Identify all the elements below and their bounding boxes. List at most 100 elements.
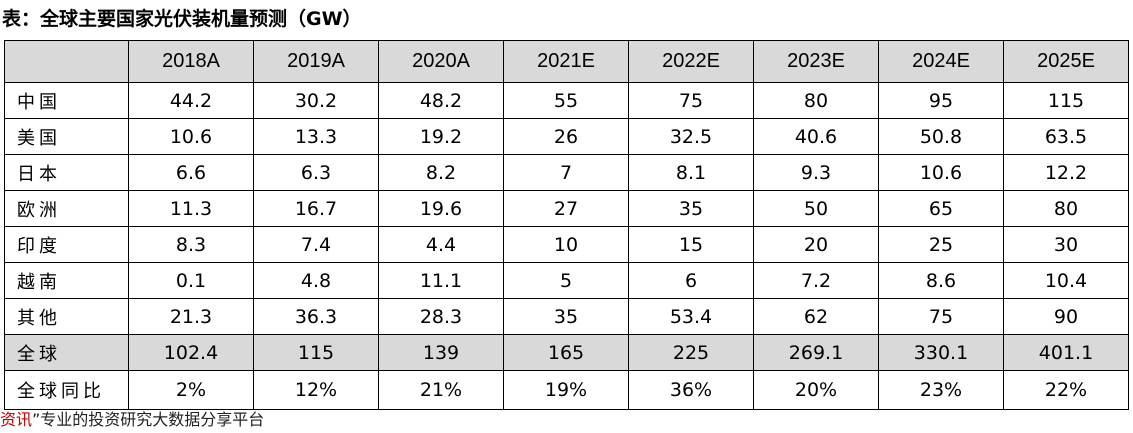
table-cell: 95 [878, 82, 1004, 119]
row-label: 印度 [4, 226, 129, 263]
row-label: 美国 [4, 118, 129, 155]
table-cell: 7.4 [253, 226, 379, 263]
table-cell: 15 [628, 226, 754, 263]
table-cell: 10.4 [1003, 262, 1129, 299]
table-cell: 53.4 [628, 298, 754, 335]
table-cell: 102.4 [128, 334, 254, 371]
table-row: 越南 0.1 4.8 11.1 5 6 7.2 8.6 10.4 [4, 262, 1129, 299]
table-cell: 36.3 [253, 298, 379, 335]
table-cell: 10 [503, 226, 629, 263]
table-cell: 8.1 [628, 154, 754, 191]
column-header: 2025E [1003, 40, 1129, 83]
table-row: 印度 8.3 7.4 4.4 10 15 20 25 30 [4, 226, 1129, 263]
table-cell: 30.2 [253, 82, 379, 119]
table-cell: 12.2 [1003, 154, 1129, 191]
table-cell: 50.8 [878, 118, 1004, 155]
table-cell: 8.2 [378, 154, 504, 191]
table-cell: 225 [628, 334, 754, 371]
row-label: 全球 [4, 334, 129, 371]
table-cell: 20 [753, 226, 879, 263]
table-cell: 90 [1003, 298, 1129, 335]
table-cell: 50 [753, 190, 879, 227]
table-row: 全球同比 2% 12% 21% 19% 36% 20% 23% 22% [4, 370, 1129, 410]
row-label: 日本 [4, 154, 129, 191]
table-cell: 165 [503, 334, 629, 371]
table-cell: 26 [503, 118, 629, 155]
table-cell: 269.1 [753, 334, 879, 371]
source-text: ”专业的投资研究大数据分享平台 [32, 410, 265, 429]
table-cell: 80 [1003, 190, 1129, 227]
table-cell: 4.4 [378, 226, 504, 263]
row-label: 欧洲 [4, 190, 129, 227]
source-label: 资讯 [0, 410, 33, 429]
row-label: 全球同比 [4, 370, 129, 410]
table-cell: 115 [253, 334, 379, 371]
table-cell: 19.6 [378, 190, 504, 227]
table-cell: 139 [378, 334, 504, 371]
table-cell: 0.1 [128, 262, 254, 299]
table-cell: 19.2 [378, 118, 504, 155]
source-footer: 资讯”专业的投资研究大数据分享平台 [0, 408, 264, 432]
table-cell: 30 [1003, 226, 1129, 263]
table-cell: 8.6 [878, 262, 1004, 299]
table-row: 日本 6.6 6.3 8.2 7 8.1 9.3 10.6 12.2 [4, 154, 1129, 191]
table-cell: 2% [128, 370, 254, 410]
table-cell: 21.3 [128, 298, 254, 335]
table-cell: 19% [503, 370, 629, 410]
table-cell: 115 [1003, 82, 1129, 119]
table-cell: 330.1 [878, 334, 1004, 371]
table-row: 中国 44.2 30.2 48.2 55 75 80 95 115 [4, 82, 1129, 119]
table-title: 表：全球主要国家光伏装机量预测（GW） [2, 8, 362, 30]
table-cell: 65 [878, 190, 1004, 227]
table-row: 欧洲 11.3 16.7 19.6 27 35 50 65 80 [4, 190, 1129, 227]
table-cell: 11.1 [378, 262, 504, 299]
table-cell: 22% [1003, 370, 1129, 410]
table-cell: 10.6 [878, 154, 1004, 191]
table-cell: 80 [753, 82, 879, 119]
table-cell: 62 [753, 298, 879, 335]
table-cell: 28.3 [378, 298, 504, 335]
table-cell: 12% [253, 370, 379, 410]
column-header: 2022E [628, 40, 754, 83]
table-cell: 6.6 [128, 154, 254, 191]
table-cell: 4.8 [253, 262, 379, 299]
table-cell: 35 [628, 190, 754, 227]
table-cell: 25 [878, 226, 1004, 263]
column-header: 2024E [878, 40, 1004, 83]
table-cell: 40.6 [753, 118, 879, 155]
table-cell: 32.5 [628, 118, 754, 155]
table-cell: 7 [503, 154, 629, 191]
table-cell: 27 [503, 190, 629, 227]
column-header: 2020A [378, 40, 504, 83]
table-cell: 55 [503, 82, 629, 119]
table-cell: 5 [503, 262, 629, 299]
table-cell: 63.5 [1003, 118, 1129, 155]
table-cell: 7.2 [753, 262, 879, 299]
column-header: 2023E [753, 40, 879, 83]
table-cell: 75 [628, 82, 754, 119]
table-cell: 401.1 [1003, 334, 1129, 371]
table-cell: 48.2 [378, 82, 504, 119]
table-cell: 20% [753, 370, 879, 410]
table-cell: 11.3 [128, 190, 254, 227]
column-header: 2019A [253, 40, 379, 83]
table-cell: 10.6 [128, 118, 254, 155]
corner-cell [4, 40, 129, 83]
table-cell: 35 [503, 298, 629, 335]
table-cell: 21% [378, 370, 504, 410]
table-cell: 8.3 [128, 226, 254, 263]
row-label: 中国 [4, 82, 129, 119]
column-header: 2018A [128, 40, 254, 83]
row-label: 其他 [4, 298, 129, 335]
table-cell: 13.3 [253, 118, 379, 155]
row-label: 越南 [4, 262, 129, 299]
column-header: 2021E [503, 40, 629, 83]
table-cell: 44.2 [128, 82, 254, 119]
table-row: 全球 102.4 115 139 165 225 269.1 330.1 401.1 [4, 334, 1129, 371]
table-cell: 6 [628, 262, 754, 299]
table-cell: 16.7 [253, 190, 379, 227]
table-cell: 9.3 [753, 154, 879, 191]
table-cell: 6.3 [253, 154, 379, 191]
table-cell: 75 [878, 298, 1004, 335]
header-row: 2018A 2019A 2020A 2021E 2022E 2023E 2024… [4, 40, 1129, 83]
